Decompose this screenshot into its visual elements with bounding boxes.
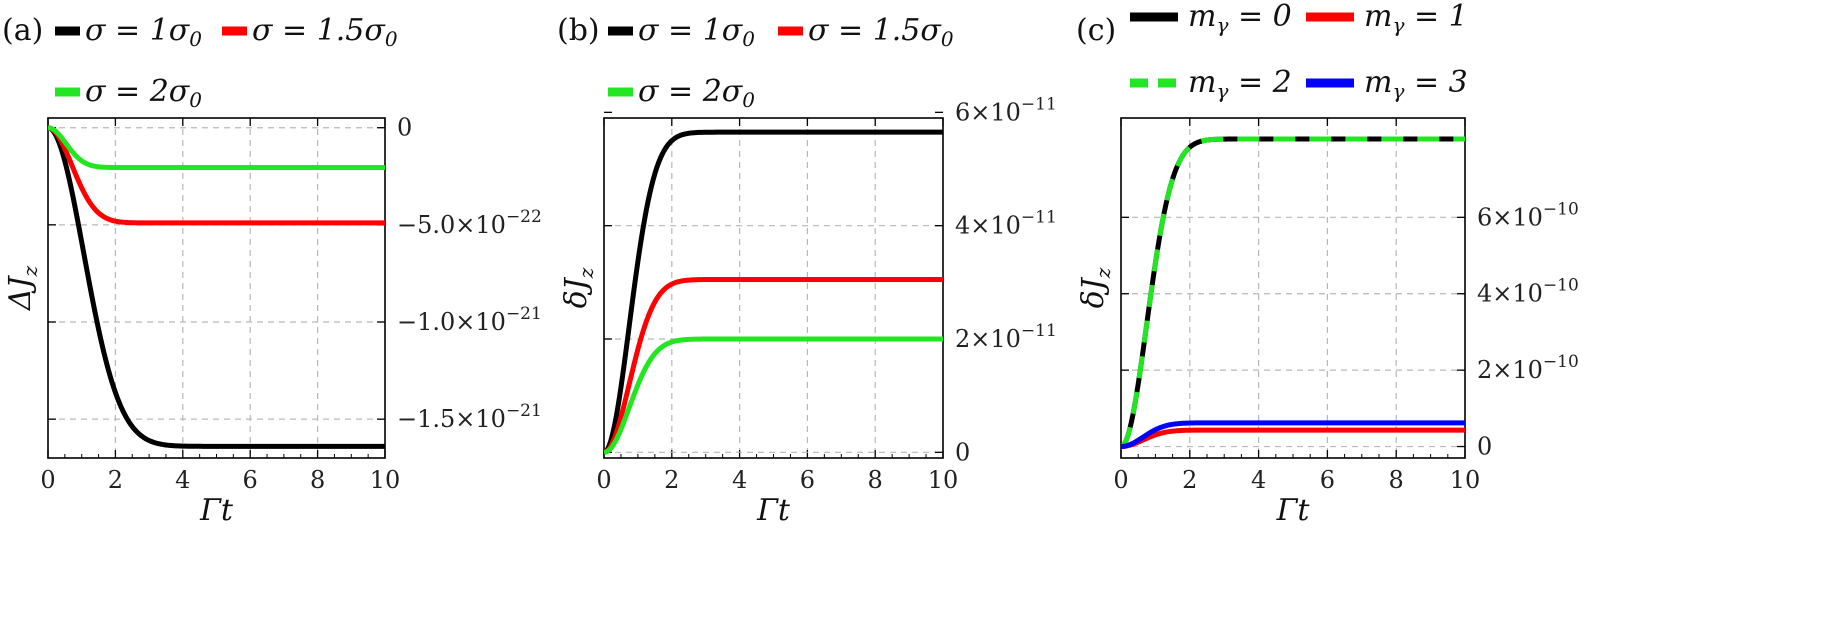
legend-label-3: mγ = 3 [1364, 65, 1468, 103]
x-tick-label: 0 [1113, 466, 1128, 494]
legend-label-0: mγ = 0 [1188, 0, 1292, 37]
x-tick-label: 0 [596, 466, 611, 494]
y-tick-label: 6×10−10 [1477, 199, 1579, 231]
y-tick-label: 2×10−11 [955, 321, 1057, 353]
legend-label-2: σ = 2σ0 [85, 74, 202, 112]
y-axis-label: δJz [559, 267, 598, 308]
series-line-2 [1121, 136, 1465, 449]
x-tick-label: 2 [108, 466, 123, 494]
x-tick-label: 8 [1389, 466, 1404, 494]
y-tick-label: −5.0×10−22 [397, 207, 542, 239]
x-axis-label: Γt [756, 493, 791, 528]
x-tick-label: 8 [868, 466, 883, 494]
series-line-1 [1121, 427, 1465, 450]
series-line-0 [48, 125, 385, 449]
x-tick-label: 4 [732, 466, 747, 494]
panel-label: (b) [557, 13, 600, 48]
y-tick-label: −1.0×10−21 [397, 304, 542, 336]
x-tick-label: 4 [175, 466, 190, 494]
x-tick-label: 10 [370, 466, 401, 494]
x-tick-label: 10 [1450, 466, 1481, 494]
legend-label-1: σ = 1.5σ0 [808, 13, 954, 51]
y-axis-label: ΔJz [3, 265, 42, 311]
x-tick-label: 6 [800, 466, 815, 494]
plot-frame [603, 117, 944, 459]
x-axis-label: Γt [1276, 493, 1311, 528]
series-line-3 [1121, 420, 1465, 450]
y-axis-label: δJz [1076, 267, 1115, 308]
x-tick-label: 0 [40, 466, 55, 494]
chart-panel-a: 0 2 4 6 8 10 0 −5.0×10−22 −1.0×10−21 −1.5×10−21 Γt… [2, 13, 542, 528]
panel-label: (c) [1076, 13, 1116, 48]
y-tick-label: 0 [397, 114, 412, 142]
y-tick-label: 0 [955, 438, 970, 466]
x-axis-label: Γt [199, 493, 234, 528]
x-tick-label: 6 [1320, 466, 1335, 494]
y-tick-label: 6×10−11 [955, 94, 1057, 126]
y-tick-label: 2×10−10 [1477, 352, 1579, 384]
x-tick-label: 6 [243, 466, 258, 494]
series-line-2 [604, 336, 943, 455]
legend-label-1: σ = 1.5σ0 [252, 13, 398, 51]
series-line-1 [604, 277, 943, 455]
chart-panel-c: 0 2 4 6 8 10 0 2×10−10 4×10−10 6×10−10 Γt δJz (c) mγ … [1076, 0, 1579, 528]
plot-frame [1120, 117, 1466, 459]
legend-label-2: mγ = 2 [1188, 65, 1292, 103]
series-line-2 [48, 125, 385, 171]
x-tick-label: 2 [664, 466, 679, 494]
x-tick-label: 2 [1182, 466, 1197, 494]
legend-label-2: σ = 2σ0 [638, 74, 755, 112]
x-tick-label: 8 [310, 466, 325, 494]
plot-frame [47, 117, 386, 459]
legend-label-0: σ = 1σ0 [638, 13, 755, 51]
series-line-1 [48, 125, 385, 226]
x-tick-label: 10 [928, 466, 959, 494]
panel-label: (a) [2, 13, 43, 48]
legend-label-0: σ = 1σ0 [85, 13, 202, 51]
y-tick-label: −1.5×10−21 [397, 401, 542, 433]
y-tick-label: 0 [1477, 433, 1492, 461]
series-line-0 [604, 129, 943, 455]
y-tick-label: 4×10−10 [1477, 276, 1579, 308]
y-tick-label: 4×10−11 [955, 208, 1057, 240]
legend-label-1: mγ = 1 [1364, 0, 1468, 37]
x-tick-label: 4 [1251, 466, 1266, 494]
